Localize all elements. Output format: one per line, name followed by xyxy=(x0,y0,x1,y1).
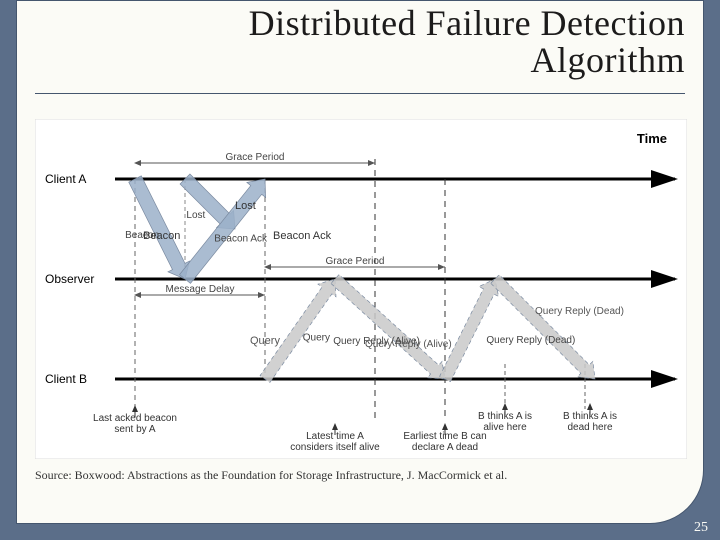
svg-text:Latest time A: Latest time A xyxy=(306,431,364,442)
svg-text:dead here: dead here xyxy=(567,422,612,433)
source-citation: Source: Boxwood: Abstractions as the Fou… xyxy=(35,468,507,483)
svg-text:Query Reply (Dead): Query Reply (Dead) xyxy=(535,306,624,317)
svg-text:Beacon Ack: Beacon Ack xyxy=(273,230,332,242)
svg-text:B thinks A is: B thinks A is xyxy=(478,411,532,422)
title-underline xyxy=(35,93,685,94)
svg-text:Earliest time B can: Earliest time B can xyxy=(403,431,486,442)
svg-text:Client A: Client A xyxy=(45,172,86,186)
svg-text:Message Delay: Message Delay xyxy=(166,284,235,295)
svg-text:Client B: Client B xyxy=(45,372,87,386)
slide-title: Distributed Failure Detection Algorithm xyxy=(45,5,685,78)
svg-text:Observer: Observer xyxy=(45,272,94,286)
svg-text:Time: Time xyxy=(637,131,667,146)
svg-text:considers itself alive: considers itself alive xyxy=(290,442,380,453)
title-line-1: Distributed Failure Detection xyxy=(45,5,685,42)
diagram-container: Time Client A Observer Client B Grace Period… xyxy=(35,119,687,489)
slide-inner: Distributed Failure Detection Algorithm … xyxy=(16,0,704,524)
page-number: 25 xyxy=(694,520,708,536)
svg-text:Last acked beacon: Last acked beacon xyxy=(93,413,177,424)
title-line-2: Algorithm xyxy=(45,42,685,79)
svg-text:declare A dead: declare A dead xyxy=(412,442,478,453)
svg-text:Beacon: Beacon xyxy=(143,230,180,242)
svg-text:alive here: alive here xyxy=(483,422,527,433)
svg-text:Query Reply (Dead): Query Reply (Dead) xyxy=(486,335,575,346)
svg-text:Grace Period: Grace Period xyxy=(226,152,285,163)
svg-text:B thinks A is: B thinks A is xyxy=(563,411,617,422)
slide: Distributed Failure Detection Algorithm … xyxy=(0,0,720,540)
svg-text:Query: Query xyxy=(250,335,280,347)
svg-text:Query Reply (Alive): Query Reply (Alive) xyxy=(365,339,452,350)
svg-text:Lost: Lost xyxy=(235,200,256,212)
svg-text:Grace Period: Grace Period xyxy=(326,256,385,267)
svg-text:Lost: Lost xyxy=(186,210,205,221)
svg-text:Beacon Ack: Beacon Ack xyxy=(214,233,268,244)
svg-text:Query: Query xyxy=(303,332,330,343)
timeline-diagram: Time Client A Observer Client B Grace Period… xyxy=(35,119,687,459)
svg-text:sent by A: sent by A xyxy=(114,424,155,435)
